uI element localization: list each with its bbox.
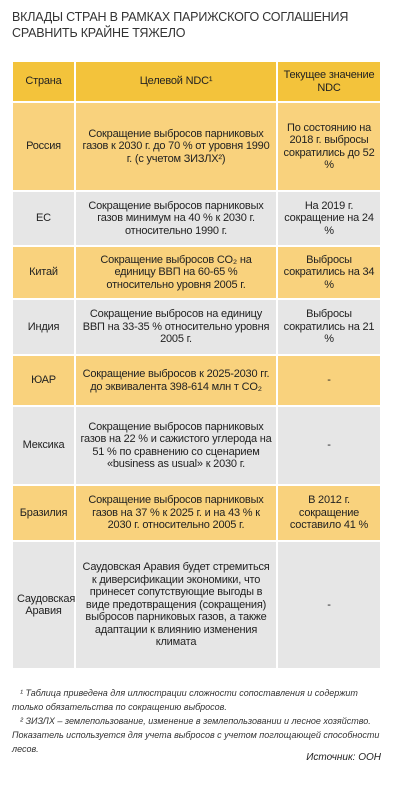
table-cell: ЕС [11, 190, 76, 247]
table-cell: - [276, 405, 382, 486]
table-cell: В 2012 г. сокращение составило 41 % [276, 484, 382, 542]
table-cell: Бразилия [11, 484, 76, 542]
table-row: Мексика Сокращение выбросов парниковых га… [11, 405, 382, 486]
table-cell: Выбросы сократились на 34 % [276, 245, 382, 300]
table-cell: Сокращение выбросов парниковых газов на … [74, 405, 278, 486]
table-cell: Россия [11, 101, 76, 192]
table: Страна Целевой NDC¹ Текущее значение NDC Ро… [11, 60, 382, 670]
table-cell: Выбросы сократились на 21 % [276, 298, 382, 356]
column-header: Страна [11, 60, 76, 103]
table-row: Индия Сокращение выбросов на единицу ВВП … [11, 298, 382, 356]
table-cell: Сокращение выбросов к 2025-2030 гг. до э… [74, 354, 278, 407]
table-cell: Сокращение выбросов парниковых газов на … [74, 484, 278, 542]
table-row: ЮАР Сокращение выбросов к 2025-2030 гг. д… [11, 354, 382, 407]
table-cell: Сокращение выбросов парниковых газов мин… [74, 190, 278, 247]
footnote: ² ЗИЗЛХ – землепользование, изменение в … [12, 716, 380, 754]
table-cell: - [276, 540, 382, 670]
table-cell: Китай [11, 245, 76, 300]
title: ВКЛАДЫ СТРАН В РАМКАХ ПАРИЖСКОГО СОГЛАШЕ… [12, 10, 349, 40]
table-cell: На 2019 г. сокращение на 24 % [276, 190, 382, 247]
table-row: Саудовская Аравия Саудовская Аравия будет… [11, 540, 382, 670]
table-cell: Саудовская Аравия [11, 540, 76, 670]
table-cell: Сокращение выбросов парниковых газов к 2… [74, 101, 278, 192]
footnote: ¹ Таблица приведена для иллюстрации слож… [12, 688, 358, 712]
table-row: Китай Сокращение выбросов CO₂ на единицу … [11, 245, 382, 300]
table-cell: Сокращение выбросов на единицу ВВП на 33… [74, 298, 278, 356]
header-row: Страна Целевой NDC¹ Текущее значение NDC [11, 60, 382, 103]
source: Источник: ООН [306, 752, 381, 763]
table-cell: - [276, 354, 382, 407]
column-header: Целевой NDC¹ [74, 60, 278, 103]
footnotes: ¹ Таблица приведена для иллюстрации слож… [12, 686, 382, 756]
table-cell: Мексика [11, 405, 76, 486]
table-row: Бразилия Сокращение выбросов парниковых г… [11, 484, 382, 542]
table-row: Россия Сокращение выбросов парниковых газ… [11, 101, 382, 192]
table-cell: Индия [11, 298, 76, 356]
table-cell: Сокращение выбросов CO₂ на единицу ВВП н… [74, 245, 278, 300]
column-header: Текущее значение NDC [276, 60, 382, 103]
table-row: ЕС Сокращение выбросов парниковых газов м… [11, 190, 382, 247]
table-cell: Саудовская Аравия будет стремиться к див… [74, 540, 278, 670]
table-cell: По состоянию на 2018 г. выбросы сократил… [276, 101, 382, 192]
table-cell: ЮАР [11, 354, 76, 407]
